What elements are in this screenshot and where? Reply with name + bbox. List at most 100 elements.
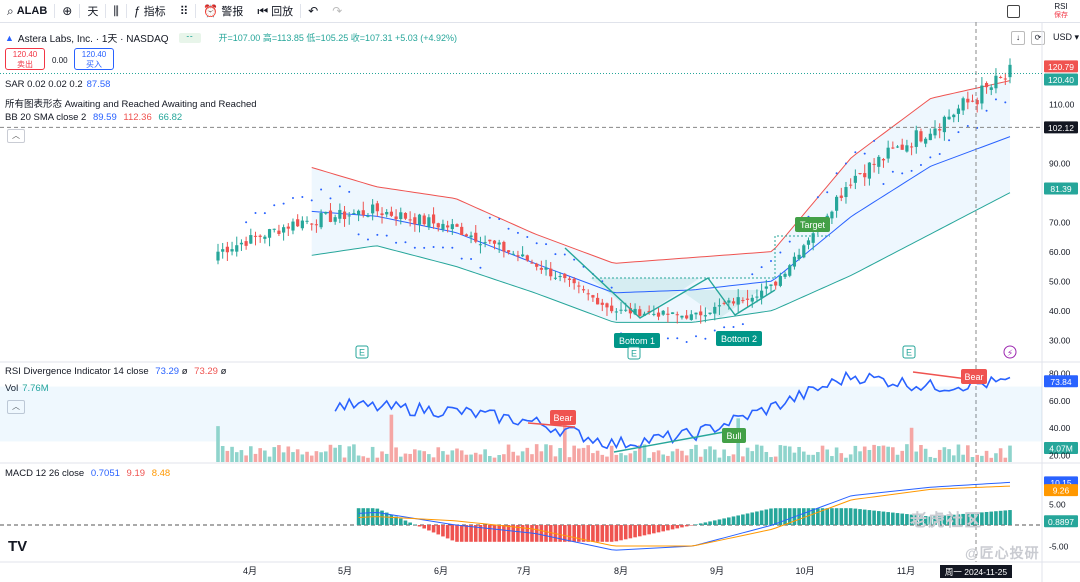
sar-dot	[826, 191, 829, 194]
volume-bar	[398, 456, 403, 462]
volume-bar	[469, 454, 473, 462]
macd-histogram-bar	[680, 525, 684, 528]
collapse-legend-button[interactable]: ︿	[7, 129, 25, 143]
timeframe-label: 天	[87, 6, 99, 18]
candle-body	[661, 310, 665, 315]
volume-bar	[858, 451, 862, 462]
volume-bar	[862, 446, 867, 462]
volume-bar	[464, 454, 469, 462]
sar-dot	[357, 233, 360, 236]
vol-legend[interactable]: Vol 7.76M	[5, 383, 49, 394]
divider	[79, 4, 81, 18]
sar-dot	[751, 273, 754, 276]
macd-histogram-bar	[834, 508, 839, 525]
macd-legend[interactable]: MACD 12 26 close 0.7051 9.19 8.48	[5, 468, 170, 479]
sar-dot	[1004, 101, 1007, 104]
undo-icon: ↶	[308, 4, 319, 18]
currency-select[interactable]: USD ▾	[1053, 32, 1080, 42]
volume-bar	[741, 456, 745, 462]
macd-badge	[1044, 515, 1078, 528]
status-dots[interactable]: ⁃⁃	[178, 32, 201, 43]
sar-dot	[545, 243, 548, 246]
volume-bar	[787, 446, 792, 462]
volume-bar	[548, 445, 553, 462]
volume-bar	[675, 448, 680, 462]
sar-dot	[835, 172, 838, 175]
sar-dot	[329, 197, 332, 200]
volume-bar	[759, 445, 764, 462]
bb-lower-line	[311, 192, 1011, 323]
macd-histogram-bar	[361, 508, 366, 525]
macd-histogram-bar	[867, 510, 872, 525]
candle-body	[895, 146, 900, 148]
chart-type-button[interactable]: ⫼	[106, 0, 126, 22]
sar-dot	[554, 253, 557, 256]
buy-button[interactable]: 120.40 买入	[74, 48, 114, 70]
rsi-legend[interactable]: RSI Divergence Indicator 14 close 73.29 …	[5, 366, 226, 377]
sell-button[interactable]: 120.40 卖出	[5, 48, 45, 70]
macd-histogram-bar	[356, 508, 361, 525]
symbol-search[interactable]: ⌕ ALAB	[0, 0, 54, 22]
volume-bar	[989, 457, 994, 462]
macd-axis-label: 10.15	[1050, 478, 1072, 488]
divider	[195, 4, 197, 18]
replay-button[interactable]: ⏮ 回放	[250, 0, 300, 22]
rsi-name: RSI Divergence Indicator 14 close	[5, 366, 149, 377]
volume-bar	[670, 451, 675, 462]
macd-histogram-bar	[951, 514, 956, 525]
volume-bar	[328, 444, 333, 462]
layout-tag[interactable]: RSI 保存	[1054, 2, 1068, 20]
timeframe-button[interactable]: 天	[80, 0, 105, 22]
volume-bar	[230, 446, 234, 462]
redo-button[interactable]: ↷	[325, 0, 349, 22]
volume-bar	[628, 453, 633, 462]
templates-button[interactable]: ⠿	[173, 0, 196, 22]
candle-body	[431, 214, 436, 224]
sar-dot	[432, 246, 435, 249]
sar-dot	[910, 169, 913, 172]
volume-bar	[801, 451, 806, 462]
macd-histogram-bar	[609, 525, 614, 542]
refresh-button[interactable]: ⟳	[1031, 30, 1045, 45]
sar-dot	[873, 139, 876, 142]
compare-button[interactable]: ⊕	[55, 0, 79, 22]
macd-value-1: 0.7051	[90, 468, 120, 479]
sar-dot	[310, 199, 313, 202]
sar-legend[interactable]: SAR 0.02 0.02 0.2 87.58	[5, 79, 110, 90]
fullscreen-button[interactable]	[1007, 4, 1020, 18]
candle-body	[909, 146, 914, 148]
candle-body	[488, 239, 492, 242]
collapse-rsi-button[interactable]: ︿	[7, 400, 25, 414]
macd-histogram-bar	[595, 525, 600, 542]
macd-histogram-bar	[483, 525, 487, 542]
scroll-down-button[interactable]: ↓	[1011, 30, 1025, 45]
rsi-na-2: ø	[220, 366, 227, 377]
macd-histogram-bar	[998, 510, 1003, 525]
candle-body	[497, 242, 501, 245]
volume-bar	[684, 455, 689, 462]
sar-dot	[366, 238, 369, 241]
alert-button[interactable]: ⏰ 警报	[196, 0, 250, 22]
volume-bar	[783, 445, 787, 462]
price-label: 102.12	[1048, 123, 1074, 133]
target-label: Target	[800, 220, 826, 230]
bb-legend[interactable]: BB 20 SMA close 2 89.59 112.36 66.82	[5, 112, 182, 123]
rsi-axis-label: 40.00	[1049, 423, 1071, 433]
volume-bar	[403, 453, 408, 462]
pattern-legend[interactable]: 所有图表形态 Awaiting and Reached Awaiting and…	[5, 96, 257, 110]
sar-dot	[704, 337, 707, 340]
macd-histogram-bar	[450, 525, 455, 541]
volume-bar	[689, 448, 694, 462]
macd-histogram-bar	[445, 525, 450, 539]
macd-histogram-bar	[394, 516, 398, 525]
earnings-icon: E	[906, 348, 912, 358]
indicators-button[interactable]: ƒ 指标	[127, 0, 173, 22]
undo-button[interactable]: ↶	[301, 0, 325, 22]
sar-dot	[273, 204, 276, 207]
macd-histogram-bar	[928, 516, 933, 525]
volume-bar	[272, 447, 277, 462]
sar-dot	[451, 246, 454, 249]
macd-histogram-bar	[745, 513, 750, 525]
macd-histogram-bar	[895, 513, 900, 525]
